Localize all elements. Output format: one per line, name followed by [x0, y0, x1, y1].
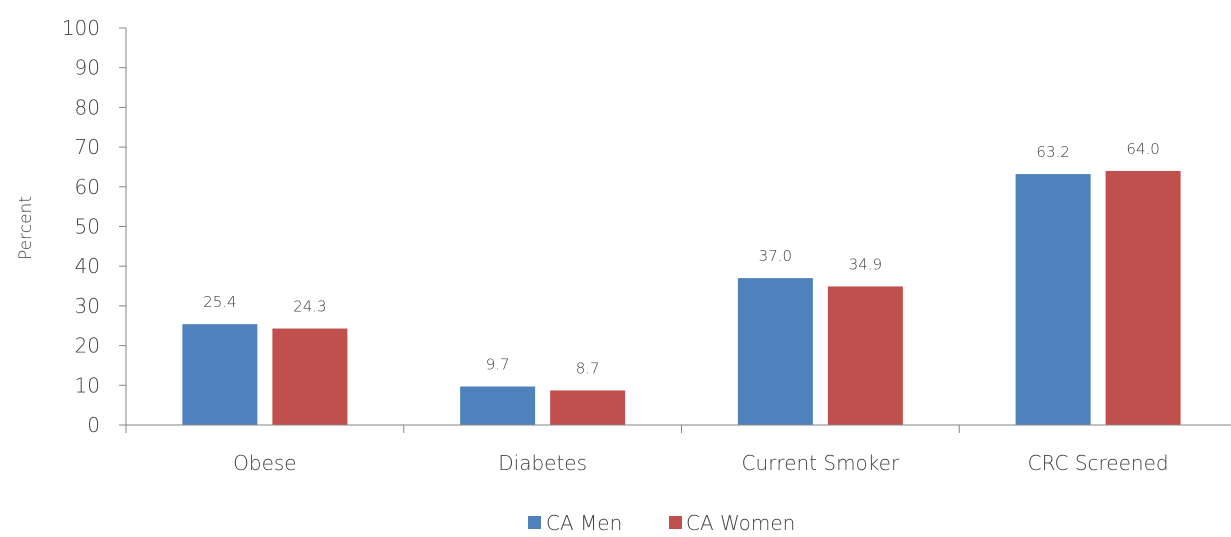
legend-swatch	[528, 516, 541, 529]
bar-ca-women	[827, 286, 903, 425]
data-label: 63.2	[1036, 143, 1069, 161]
bar-ca-men	[460, 386, 536, 425]
legend: CA Men CA Women	[528, 511, 795, 535]
bar-ca-men	[737, 278, 813, 425]
bar-ca-women	[1105, 170, 1181, 425]
y-tick-label: 60	[75, 175, 100, 199]
x-category-label: Diabetes	[498, 451, 587, 475]
data-labels: 25.4 24.3 9.7 8.7 37.0 34.9 63.2 64.0	[203, 140, 1160, 378]
data-label: 24.3	[293, 298, 326, 316]
y-axis-title: Percent	[16, 196, 36, 260]
bar-ca-men	[1015, 174, 1091, 425]
y-tick-label: 80	[75, 95, 100, 119]
data-label: 37.0	[759, 247, 792, 265]
x-category-label: Current Smoker	[742, 451, 900, 475]
legend-label: CA Men	[546, 511, 622, 533]
y-tick-label: 50	[75, 215, 100, 239]
data-label: 64.0	[1126, 140, 1159, 158]
legend-swatch	[669, 516, 682, 529]
y-tick-label: 40	[75, 254, 100, 278]
bar-series	[182, 170, 1181, 425]
bar-ca-women	[550, 390, 626, 425]
y-tick-label: 10	[75, 373, 100, 397]
y-tick-label: 100	[62, 16, 100, 40]
legend-label: CA Women	[686, 511, 795, 533]
axes	[125, 28, 1231, 433]
bar-ca-men	[182, 324, 258, 425]
data-label: 34.9	[849, 255, 882, 273]
data-label: 9.7	[486, 355, 510, 373]
x-axis-labels: Obese Diabetes Current Smoker CRC Screened	[233, 451, 1168, 475]
x-category-label: Obese	[233, 451, 296, 475]
y-tick-label: 0	[87, 413, 100, 437]
y-axis-ticks: 0 10 20 30 40 50 60 70 80 90 100	[62, 16, 126, 437]
data-label: 25.4	[203, 293, 236, 311]
y-tick-label: 30	[75, 294, 100, 318]
data-label: 8.7	[576, 359, 600, 377]
y-tick-label: 90	[75, 56, 100, 80]
y-tick-label: 20	[75, 334, 100, 358]
bar-ca-women	[272, 328, 348, 425]
y-tick-label: 70	[75, 135, 100, 159]
x-category-label: CRC Screened	[1028, 451, 1169, 475]
y-axis-title-group: Percent	[16, 196, 36, 260]
